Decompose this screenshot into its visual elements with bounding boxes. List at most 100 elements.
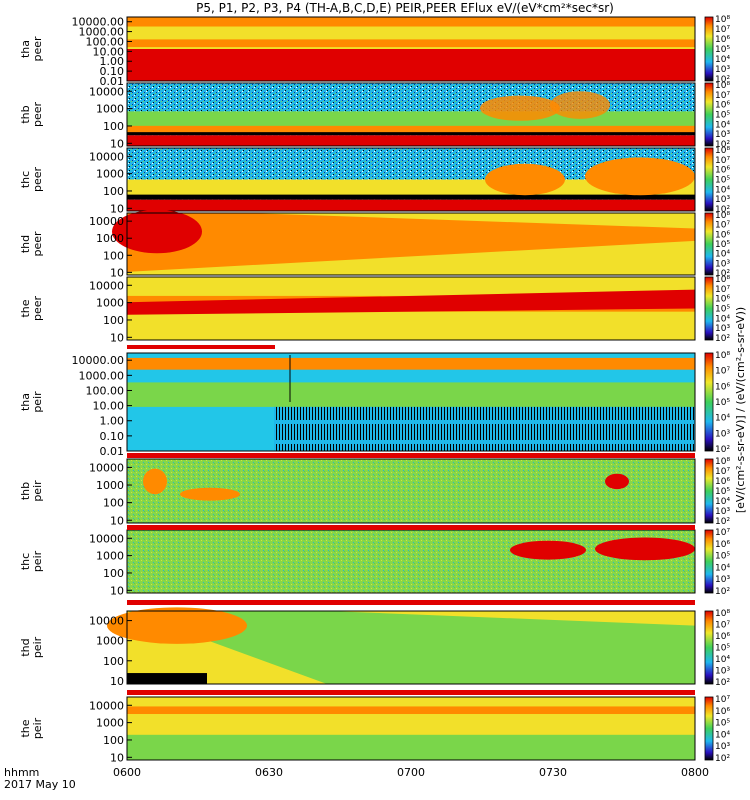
colorbar-tick-label: 10² <box>715 205 730 215</box>
colorbar-tick-label: 10⁴ <box>715 497 730 507</box>
colorbar <box>704 212 714 276</box>
x-tick-label-4: 0800 <box>681 766 709 779</box>
ylabel-line: peir <box>31 636 44 658</box>
y-tick-label: 1000.00 <box>79 26 125 39</box>
colorbar-tick-label: 10⁷ <box>715 367 730 377</box>
band-bottom <box>127 135 695 146</box>
separator-stripe <box>127 345 275 349</box>
colorbar <box>704 696 714 761</box>
colorbar-tick-label: 10⁸ <box>715 211 730 221</box>
colorbar <box>704 16 714 82</box>
hotspot <box>510 540 586 560</box>
colorbar-tick-label: 10³ <box>715 742 730 752</box>
y-tick-label: 10 <box>110 751 124 764</box>
colorbar-tick-label: 10⁷ <box>715 467 730 477</box>
colorbar-tick-label: 10⁶ <box>715 101 730 111</box>
band-core <box>127 289 695 315</box>
colorbar-tick-label: 10² <box>715 140 730 150</box>
band-low <box>127 125 695 134</box>
y-tick-label: 10.00 <box>93 45 125 58</box>
colorbar-unit-label: [eV/(cm²-s-sr-eV)] / (eV/(cm²-s-sr-eV)) <box>734 307 747 513</box>
band-top <box>127 357 695 370</box>
colorbar-tick-label: 10⁸ <box>715 275 730 285</box>
colorbar-tick-label: 10³ <box>715 65 730 75</box>
y-tick-label: 100 <box>103 249 124 262</box>
y-tick-label: 10000 <box>89 215 124 228</box>
ylabel-line: peir <box>31 391 44 413</box>
panel-ylabel: thbpeer <box>19 102 44 128</box>
colorbar-tick-label: 10⁸ <box>715 609 730 619</box>
colorbar-tick-label: 10⁷ <box>715 285 730 295</box>
panel-tha-peir: 10000.00 1000.00 100.00 10.00 1.00 0.10 0.01 th… <box>19 351 730 458</box>
y-tick-label: 10000 <box>89 615 124 628</box>
ylabel-line: thc <box>19 553 32 570</box>
colorbar-tick-label: 10⁵ <box>715 111 730 121</box>
colorbar-tick-label: 10⁶ <box>715 295 730 305</box>
y-tick-label: 1.00 <box>100 55 125 68</box>
colorbar-tick-label: 10³ <box>715 130 730 140</box>
colorbar-tick-label: 10⁵ <box>715 719 730 729</box>
y-tick-label: 10000.00 <box>72 16 125 29</box>
colorbar-tick-label: 10⁴ <box>715 250 730 260</box>
panel-frame <box>126 276 696 341</box>
panel-ylabel: thapeir <box>19 391 44 413</box>
y-tick-label: 100.00 <box>86 384 125 397</box>
band-decay <box>127 611 695 684</box>
colorbar-tick-label: 10³ <box>715 507 730 517</box>
band-low <box>127 49 695 81</box>
y-tick-label: 100 <box>103 655 124 668</box>
figure-title: P5, P1, P2, P3, P4 (TH-A,B,C,D,E) PEIR,P… <box>196 1 614 15</box>
date-label: 2017 May 10 <box>4 778 76 791</box>
y-tick-label: 1000.00 <box>79 369 125 382</box>
hotspot <box>550 91 610 119</box>
colorbar-tick-label: 10⁴ <box>715 314 730 324</box>
colorbar-tick-label: 10⁸ <box>715 351 730 361</box>
colorbar-tick-label: 10² <box>715 517 730 527</box>
y-tick-label: 10 <box>110 266 124 279</box>
colorbar-tick-label: 10³ <box>715 195 730 205</box>
panel-thc-peer: 10000 1000 100 10 thcpeer 10⁸10⁷10⁶10⁵10⁴10³1… <box>19 146 730 215</box>
colorbar-tick-label: 10⁸ <box>715 146 730 156</box>
band-top <box>127 706 695 715</box>
y-tick-label: 10000 <box>89 279 124 292</box>
x-axis-label: hhmm <box>4 766 39 779</box>
panel-frame <box>126 352 696 452</box>
panel-thb-peer: 10000 1000 100 10 thbpeer 10⁸10⁷10⁶10⁵10⁴10³1… <box>19 81 730 150</box>
colorbar-tick-label: 10² <box>715 75 730 85</box>
colorbar-tick-label: 10² <box>715 334 730 344</box>
colorbar <box>704 529 714 594</box>
panel-frame <box>126 16 696 82</box>
ylabel-line: thb <box>19 105 32 123</box>
colorbar-tick-label: 10² <box>715 754 730 764</box>
ylabel-line: thc <box>19 171 32 188</box>
band-low <box>127 673 207 684</box>
colorbar-tick-label: 10⁴ <box>715 655 730 665</box>
band-diffuse <box>127 213 695 272</box>
band-mid <box>127 39 695 48</box>
y-tick-label: 10 <box>110 137 124 150</box>
colorbar <box>704 82 714 147</box>
colorbar <box>704 610 714 685</box>
colorbar-tick-label: 10³ <box>715 324 730 334</box>
ylabel-line: thd <box>19 638 32 656</box>
hotspot <box>485 163 565 196</box>
y-tick-label: 0.01 <box>100 445 125 458</box>
ylabel-line: tha <box>19 393 32 411</box>
separator-stripe <box>127 525 695 530</box>
separator-stripe <box>127 690 695 695</box>
colorbar-tick-label: 10⁵ <box>715 398 730 408</box>
colorbar-tick-label: 10⁶ <box>715 707 730 717</box>
panel-ylabel: thbpeir <box>19 480 44 502</box>
y-tick-label: 10.00 <box>93 400 125 413</box>
y-tick-label: 100 <box>103 734 124 747</box>
y-tick-label: 10 <box>110 202 124 215</box>
colorbar-tick-label: 10⁷ <box>715 621 730 631</box>
panel-thb-peir: 10000 1000 100 10 thbpeir 10⁸10⁷10⁶10⁵10⁴10³1… <box>19 457 730 527</box>
colorbar <box>704 276 714 341</box>
x-tick-label-1: 0630 <box>255 766 283 779</box>
panel-ylabel: thdpeir <box>19 636 44 658</box>
